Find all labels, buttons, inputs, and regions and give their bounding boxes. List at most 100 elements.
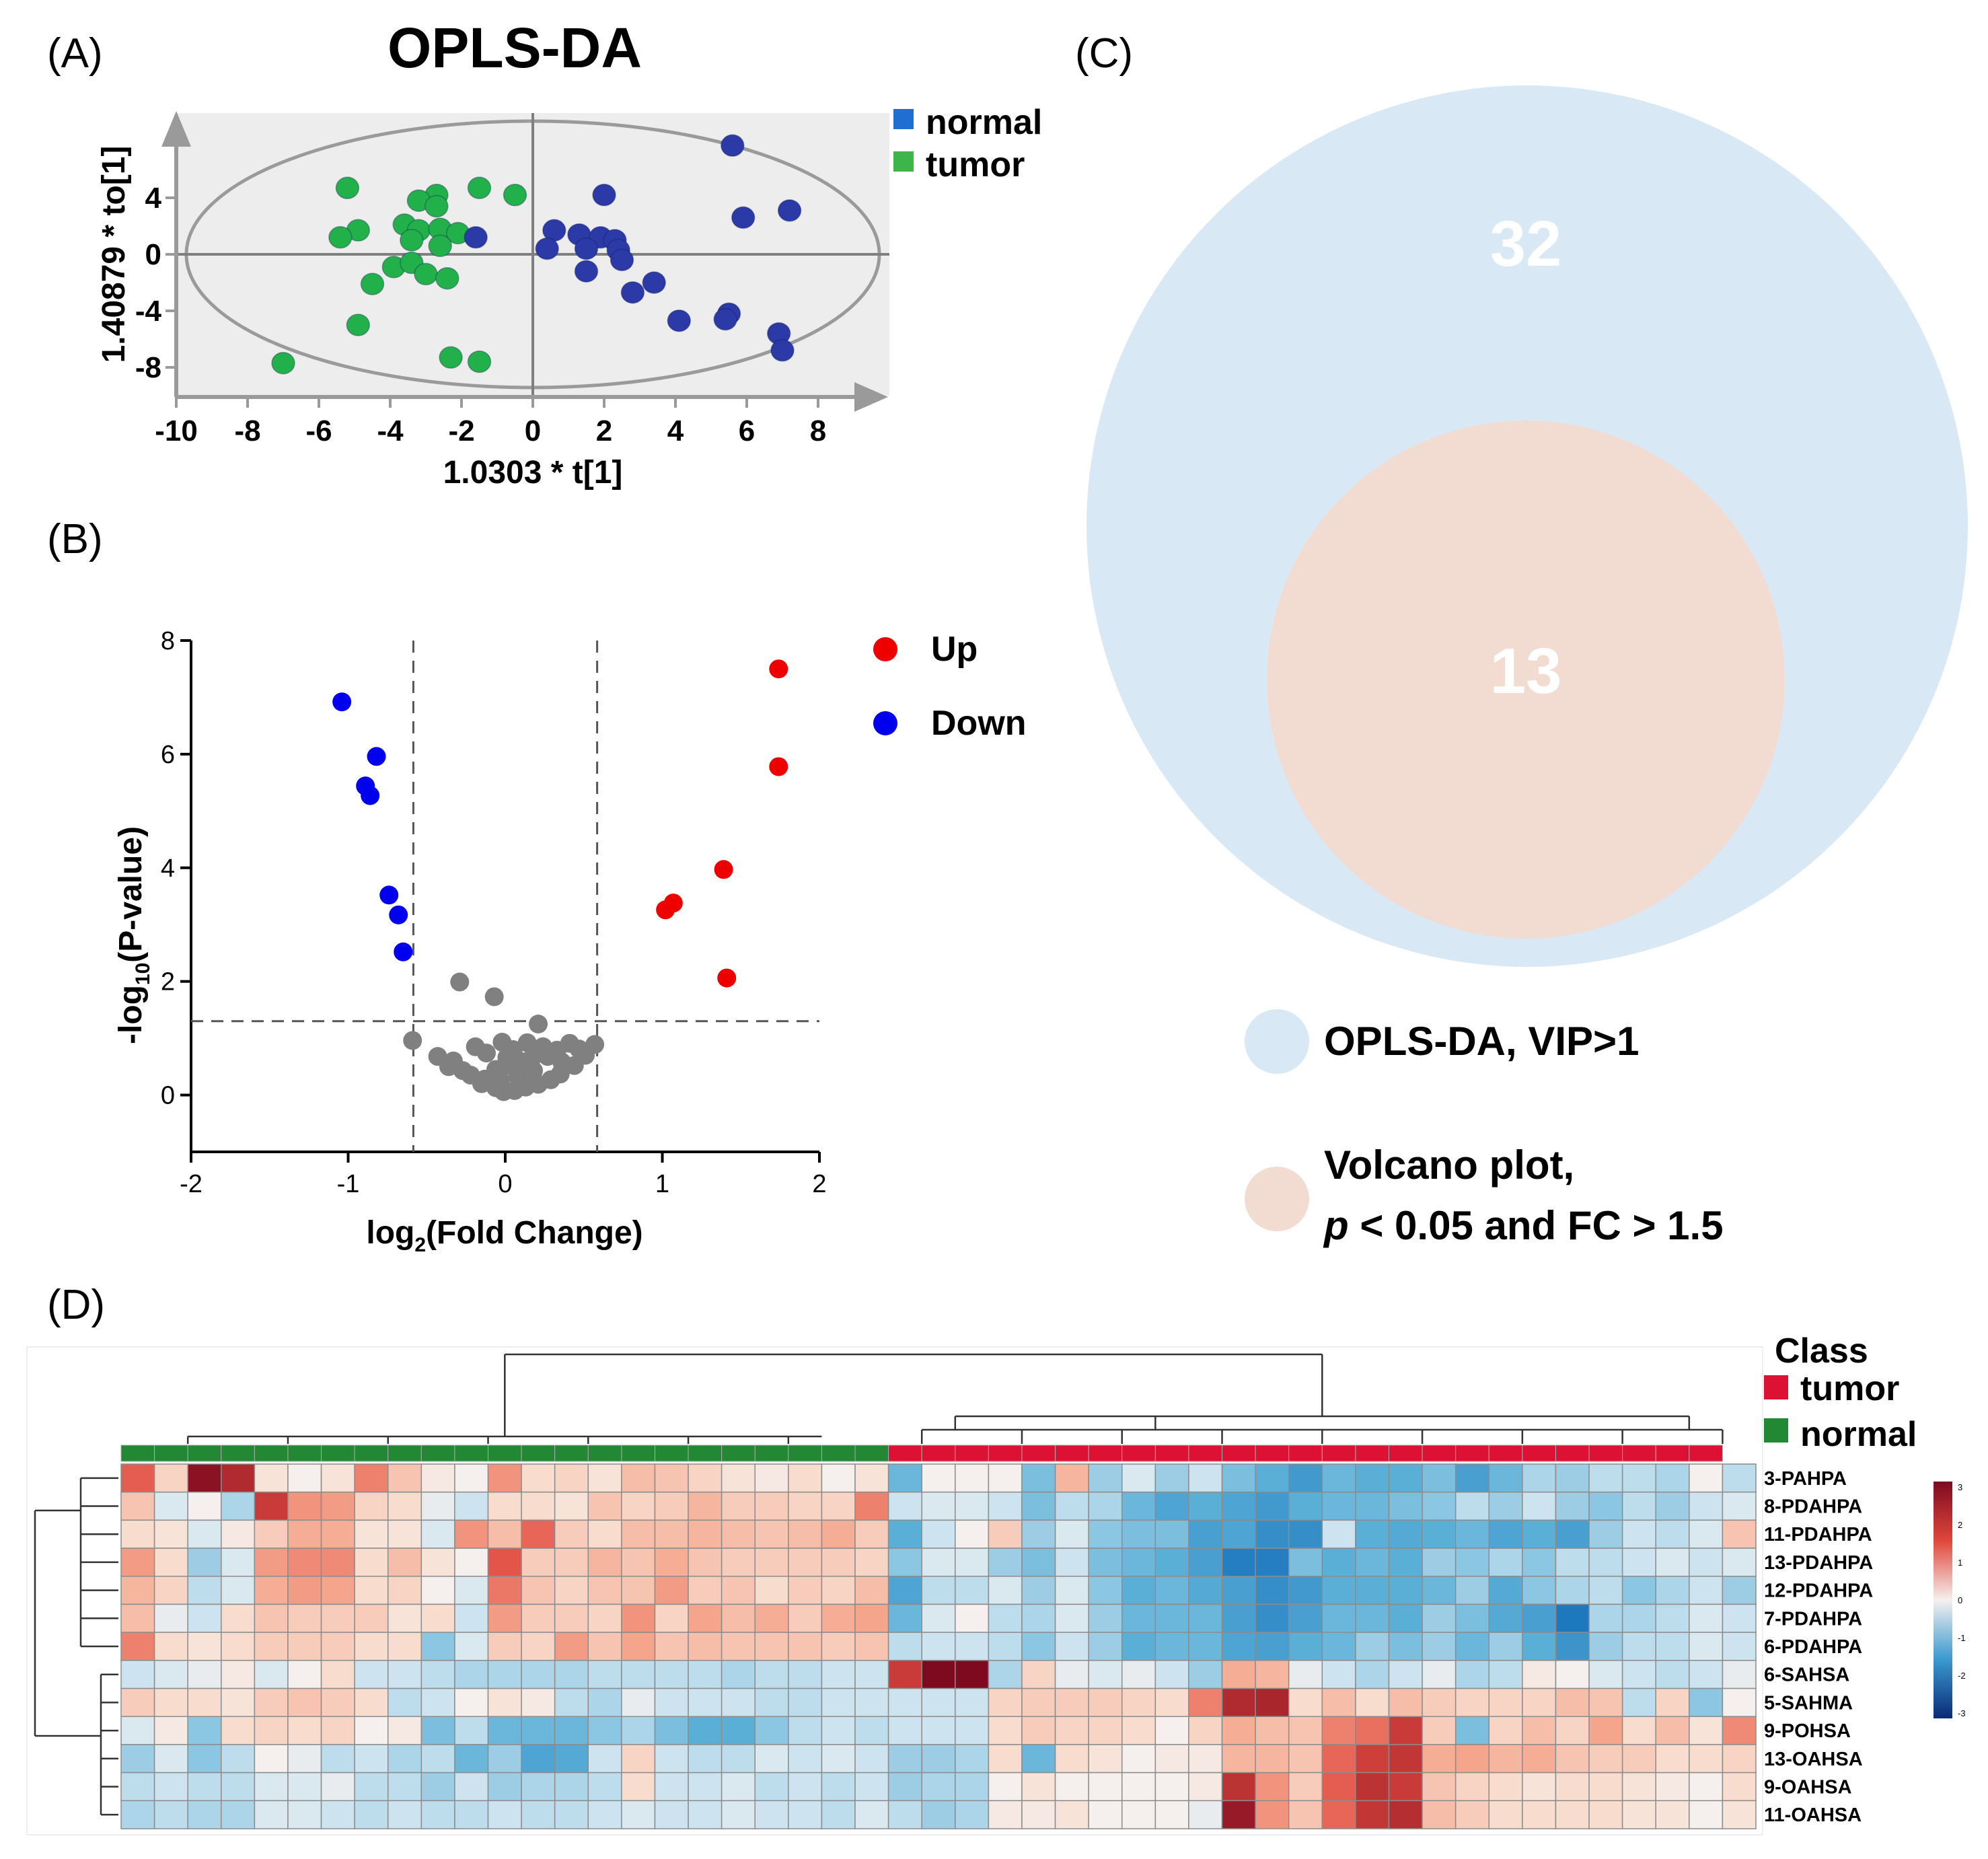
row-label: 11-OAHSA [1764,1805,1862,1826]
heatmap-cell [1154,1800,1189,1829]
heatmap-cell [688,1576,723,1605]
heatmap-cell [1021,1800,1056,1829]
heatmap-cell [1488,1687,1523,1717]
heatmap-cell [554,1576,589,1605]
panel-b-volcano: (B) -2 -1 0 1 2 8 6 4 2 0 log2(Fold Change) -log1… [47,516,1027,1256]
heatmap-cell [354,1772,389,1802]
heatmap-cell [187,1660,222,1689]
point-ns [484,987,504,1007]
heatmap-cell [153,1519,188,1549]
heatmap-cell [1054,1772,1089,1802]
class-bar-cell-normal [721,1445,756,1462]
heatmap-cell [1288,1744,1323,1774]
y-axis-arrow-icon [161,111,191,147]
heatmap-cell [487,1519,522,1549]
heatmap-cell [254,1491,289,1521]
heatmap-cell [1588,1687,1623,1717]
heatmap-cell [1088,1632,1123,1661]
heatmap-cell [254,1519,289,1549]
heatmap-cell [788,1687,823,1717]
heatmap-cell [854,1687,889,1717]
heatmap-cell [887,1687,922,1717]
panel-c-venn: (C) 32 13 OPLS-DA, VIP>1 Volcano plot, p… [1075,30,1968,1248]
heatmap-cell [320,1519,355,1549]
heatmap-cell [420,1491,455,1521]
heatmap-cell [1621,1491,1656,1521]
heatmap-cell [1355,1744,1390,1774]
heatmap-cell [1689,1772,1724,1802]
heatmap-cell [1021,1519,1056,1549]
heatmap-cell [153,1463,188,1493]
point-up [656,900,675,920]
heatmap-cell [1255,1603,1290,1633]
heatmap-cell [1188,1687,1223,1717]
point-down [379,885,399,905]
heatmap-cell [921,1519,956,1549]
heatmap-cell [221,1744,256,1774]
heatmap-cell [420,1603,455,1633]
heatmap-cell [1689,1687,1724,1717]
heatmap-cell [955,1491,990,1521]
heatmap-cell [354,1603,389,1633]
heatmap-frame [26,1346,1763,1835]
heatmap-cell [1288,1547,1323,1577]
legend-label-normal: normal [926,103,1042,142]
legend-label-tumor: tumor [926,145,1025,184]
heatmap-cell [254,1463,289,1493]
heatmap-cell [454,1800,489,1829]
heatmap-cell [854,1519,889,1549]
heatmap-cell [688,1603,723,1633]
class-bar-cell-normal [521,1445,556,1462]
heatmap-cell [921,1632,956,1661]
heatmap-cell [1021,1716,1056,1745]
heatmap-cell [1522,1800,1557,1829]
heatmap-cell [621,1519,656,1549]
heatmap-cell [921,1687,956,1717]
heatmap-cell [988,1744,1023,1774]
heatmap-cell [1321,1632,1356,1661]
heatmap-cell [1488,1547,1523,1577]
heatmap-cell [1221,1716,1256,1745]
heatmap-cell [1655,1772,1690,1802]
heatmap-cell [955,1463,990,1493]
heatmap-cell [1288,1519,1323,1549]
point-up [717,968,737,988]
class-bar-cell-tumor [1655,1445,1690,1462]
class-annotation-bar [120,1445,1723,1462]
heatmap-cell [521,1687,556,1717]
heatmap-cell [1588,1519,1623,1549]
heatmap-cell [1288,1716,1323,1745]
heatmap-cell [1188,1603,1223,1633]
heatmap-cell [1355,1800,1390,1829]
heatmap-cell [1188,1463,1223,1493]
heatmap-cell [153,1603,188,1633]
heatmap-cell [921,1744,956,1774]
point-ns [490,1071,510,1091]
heatmap-cell [1689,1632,1724,1661]
venn-legend-label-volcano: Volcano plot, [1324,1142,1574,1188]
heatmap-cell [287,1519,322,1549]
heatmap-cell [1154,1547,1189,1577]
heatmap-cell [1422,1660,1457,1689]
heatmap-cell [521,1632,556,1661]
point-normal [667,309,692,332]
heatmap-cell [487,1463,522,1493]
heatmap-cell [1488,1800,1523,1829]
class-bar-cell-normal [454,1445,489,1462]
heatmap-cell [1188,1632,1223,1661]
heatmap-cell [587,1603,622,1633]
heatmap-cell [1288,1632,1323,1661]
heatmap-cell [1722,1716,1757,1745]
heatmap-cell [587,1660,622,1689]
heatmap-cell [1522,1547,1557,1577]
heatmap-cell [754,1519,789,1549]
y-tick-label: 0 [145,238,161,271]
heatmap-cell [821,1576,856,1605]
class-bar-cell-tumor [988,1445,1023,1462]
heatmap-cell [1455,1772,1490,1802]
point-ns [439,1057,458,1077]
heatmap-cell [587,1463,622,1493]
heatmap-cell [921,1772,956,1802]
x-tick-label: 6 [739,414,755,447]
heatmap-cell [1088,1491,1123,1521]
